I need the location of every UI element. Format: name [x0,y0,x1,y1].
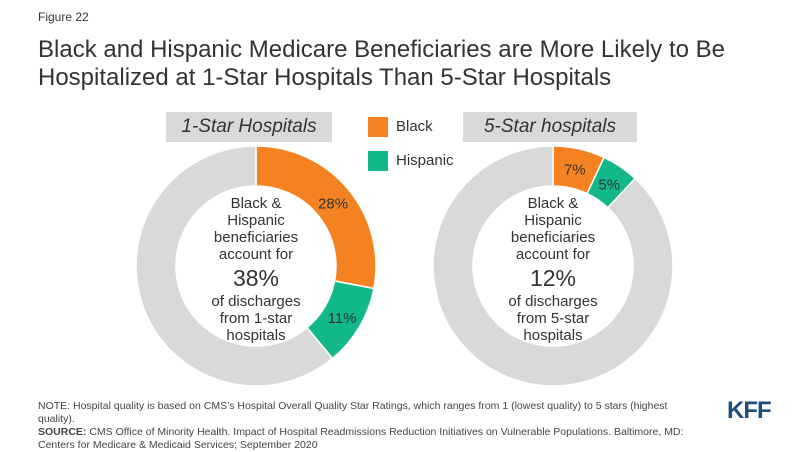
footer-source-text: CMS Office of Minority Health. Impact of… [38,426,684,451]
center-1-line-5: of discharges [211,293,301,310]
center-1-line-4: account for [218,246,294,263]
chart-1-title: 1-Star Hospitals [166,112,332,142]
donut-chart-5-star: 7% 5% [433,146,673,386]
chart-2-slice-remainder [433,146,673,386]
figure-label: Figure 22 [38,10,89,24]
kff-logo: KFF [727,397,772,424]
footer-note: NOTE: Hospital quality is based on CMS’s… [38,400,668,425]
chart-title-line-2: Hospitalized at 1-Star Hospitals Than 5-… [38,64,612,91]
chart-1-slice-remainder [136,146,334,386]
center-1-line-2: Hispanic [227,212,285,229]
center-2-value: 12% [529,265,577,291]
center-1-line-7: hospitals [226,327,286,344]
chart-2-label-black: 7% [564,161,586,178]
chart-1-center-text: Black & Hispanic beneficiaries account f… [186,195,326,344]
center-1-line-3: beneficiaries [213,229,299,246]
chart-2-title: 5-Star hospitals [463,112,637,142]
chart-1-label-black: 28% [318,195,348,212]
center-2-line-5: of discharges [508,293,598,310]
center-2-line-2: Hispanic [524,212,582,229]
center-1-line-6: from 1-star [219,310,293,327]
center-2-line-7: hospitals [523,327,583,344]
center-2-line-6: from 5-star [516,310,590,327]
chart-title: Black and Hispanic Medicare Beneficiarie… [38,36,778,92]
center-1-value: 38% [232,265,280,291]
chart-title-line-1: Black and Hispanic Medicare Beneficiarie… [38,36,725,63]
chart-2-center-text: Black & Hispanic beneficiaries account f… [483,195,623,344]
center-2-line-4: account for [515,246,591,263]
legend-swatch-black [368,117,388,137]
chart-1-slice-black [255,146,376,290]
footer-source: SOURCE: CMS Office of Minority Health. I… [38,426,698,452]
legend-swatch-hispanic [368,151,388,171]
center-2-line-1: Black & [527,195,579,212]
legend-label-black: Black [396,118,433,135]
center-1-line-1: Black & [230,195,282,212]
chart-2-label-hispanic: 5% [598,176,620,193]
footer-source-label: SOURCE: [38,426,87,438]
chart-1-label-hispanic: 11% [328,310,357,327]
center-2-line-3: beneficiaries [510,229,596,246]
legend-label-hispanic: Hispanic [396,152,454,169]
footer-notes: NOTE: Hospital quality is based on CMS’s… [38,400,698,452]
donut-chart-1-star: 28% 11% [136,146,376,386]
